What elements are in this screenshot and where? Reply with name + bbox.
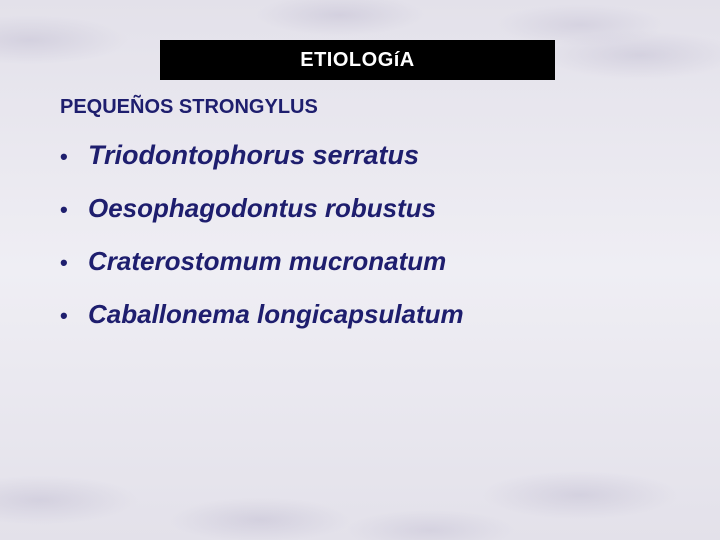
- bullet-text: Triodontophorus serratus: [88, 140, 419, 171]
- slide-title: ETIOLOGíA: [300, 49, 415, 72]
- bullet-icon: •: [60, 197, 88, 223]
- list-item: • Triodontophorus serratus: [60, 140, 680, 171]
- bullet-icon: •: [60, 144, 88, 170]
- bullet-text: Craterostomum mucronatum: [88, 246, 446, 277]
- list-item: • Craterostomum mucronatum: [60, 246, 680, 277]
- slide: ETIOLOGíA PEQUEÑOS STRONGYLUS • Triodont…: [0, 0, 720, 540]
- list-item: • Caballonema longicapsulatum: [60, 299, 680, 330]
- slide-subtitle: PEQUEÑOS STRONGYLUS: [60, 96, 318, 119]
- list-item: • Oesophagodontus robustus: [60, 193, 680, 224]
- bullet-icon: •: [60, 250, 88, 276]
- bullet-list: • Triodontophorus serratus • Oesophagodo…: [60, 140, 680, 352]
- bullet-text: Caballonema longicapsulatum: [88, 299, 464, 330]
- title-box: ETIOLOGíA: [160, 40, 555, 80]
- bullet-icon: •: [60, 303, 88, 329]
- bullet-text: Oesophagodontus robustus: [88, 193, 436, 224]
